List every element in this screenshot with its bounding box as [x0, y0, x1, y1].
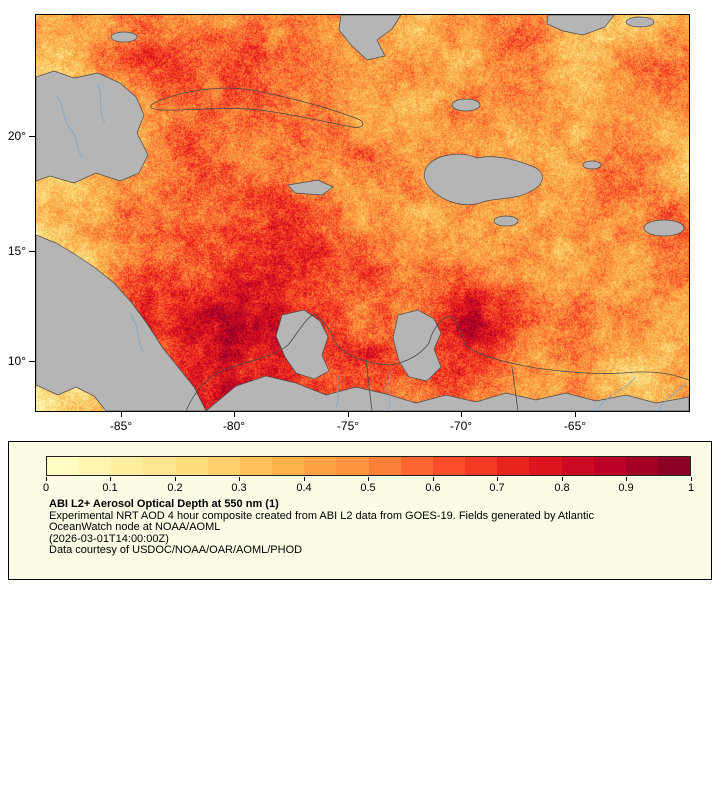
colorbar-label: 0.9 [618, 482, 634, 494]
colorbar-tick [691, 477, 692, 481]
legend-timestamp: (2026-03-01T14:00:00Z) [49, 532, 169, 545]
x-axis-tick [348, 411, 349, 417]
x-axis-tick [461, 411, 462, 417]
colorbar-segment [207, 457, 240, 475]
colorbar-label: 0.5 [360, 482, 376, 494]
colorbar-label: 1 [687, 482, 695, 494]
colorbar-segment [625, 457, 658, 475]
map-panel: 20° 15° 10° -85° -80° -75° -70° -65° [8, 14, 690, 433]
colorbar-segment [432, 457, 466, 475]
colorbar-tick [304, 477, 305, 481]
y-axis-tick [29, 136, 35, 137]
colorbar-segment [368, 457, 401, 475]
x-axis-label: -85° [109, 419, 133, 433]
colorbar-tick [175, 477, 176, 481]
colorbar-segment [593, 457, 626, 475]
x-axis-label: -80° [222, 419, 246, 433]
legend-description-line1: Experimental NRT AOD 4 hour composite cr… [49, 509, 594, 522]
colorbar-label: 0.7 [489, 482, 505, 494]
colorbar-tick [497, 477, 498, 481]
colorbar-segment [304, 457, 337, 475]
colorbar-tick [46, 477, 47, 481]
colorbar-tick [562, 477, 563, 481]
colorbar-label: 0.2 [167, 482, 183, 494]
colorbar-segment [143, 457, 176, 475]
colorbar-segment [400, 457, 433, 475]
colorbar-tick [368, 477, 369, 481]
colorbar-tick [433, 477, 434, 481]
colorbar-segment [465, 457, 498, 475]
colorbar-label: 0.6 [425, 482, 441, 494]
colorbar-segment [111, 457, 144, 475]
legend-panel: 0 0.1 0.2 0.3 0.4 0.5 0.6 0.7 0.8 0.9 1 … [8, 441, 712, 580]
y-axis-tick [29, 251, 35, 252]
colorbar-label: 0.3 [231, 482, 247, 494]
colorbar-label: 0.8 [554, 482, 570, 494]
colorbar-tick [239, 477, 240, 481]
x-axis-tick [575, 411, 576, 417]
colorbar-segment [79, 457, 112, 475]
colorbar [46, 456, 691, 476]
x-axis-tick [234, 411, 235, 417]
legend-description-line2: OceanWatch node at NOAA/AOML [49, 521, 221, 534]
colorbar-segment [497, 457, 530, 475]
x-axis-label: -75° [336, 419, 360, 433]
y-axis-label: 10° [7, 354, 26, 368]
colorbar-segment [47, 457, 80, 475]
colorbar-segment [657, 457, 691, 475]
colorbar-segment [272, 457, 305, 475]
legend-credit: Data courtesy of USDOC/NOAA/OAR/AOML/PHO… [49, 544, 303, 557]
colorbar-segment [239, 457, 273, 475]
x-axis-label: -70° [449, 419, 473, 433]
colorbar-label: 0.1 [102, 482, 118, 494]
aod-heatmap-canvas [36, 15, 689, 411]
colorbar-segment [336, 457, 369, 475]
x-axis-label: -65° [563, 419, 587, 433]
colorbar-tick [110, 477, 111, 481]
x-axis-tick [121, 411, 122, 417]
colorbar-segment [529, 457, 562, 475]
colorbar-tick [626, 477, 627, 481]
colorbar-segment [561, 457, 594, 475]
y-axis-tick [29, 361, 35, 362]
colorbar-label: 0 [42, 482, 50, 494]
colorbar-segment [175, 457, 208, 475]
legend-title: ABI L2+ Aerosol Optical Depth at 550 nm … [49, 498, 279, 510]
legend-text-block: ABI L2+ Aerosol Optical Depth at 550 nm … [49, 498, 594, 557]
colorbar-label: 0.4 [296, 482, 312, 494]
y-axis-label: 20° [7, 129, 26, 143]
y-axis-label: 15° [7, 244, 26, 258]
